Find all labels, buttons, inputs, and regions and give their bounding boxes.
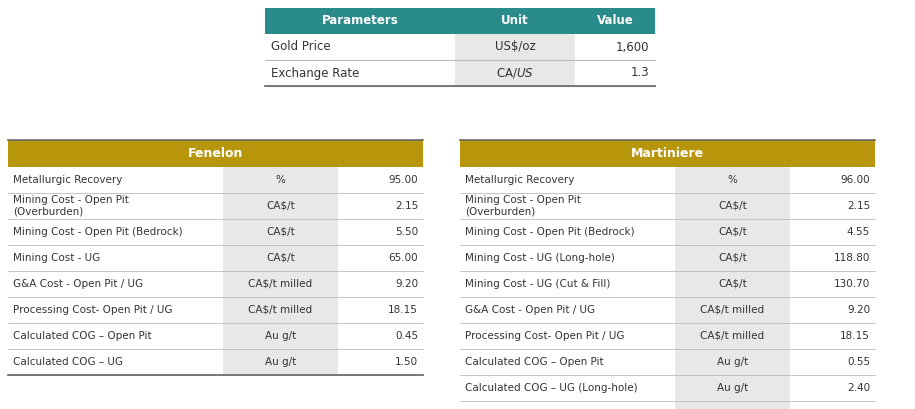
- Bar: [223, 245, 338, 271]
- Bar: [460, 140, 875, 167]
- Text: 65.00: 65.00: [388, 253, 418, 263]
- Bar: [675, 297, 790, 323]
- Text: CA$/t: CA$/t: [266, 253, 295, 263]
- Bar: [675, 375, 790, 401]
- Text: CA$/US$: CA$/US$: [496, 66, 534, 80]
- Text: CA$/t milled: CA$/t milled: [701, 331, 765, 341]
- Text: Metallurgic Recovery: Metallurgic Recovery: [465, 175, 575, 185]
- Bar: [675, 167, 790, 193]
- Text: Parameters: Parameters: [322, 14, 398, 27]
- Text: 9.20: 9.20: [395, 279, 418, 289]
- Text: Mining Cost - UG: Mining Cost - UG: [13, 253, 101, 263]
- Text: Metallurgic Recovery: Metallurgic Recovery: [13, 175, 123, 185]
- Text: Calculated COG – UG: Calculated COG – UG: [13, 357, 123, 367]
- Text: Au g/t: Au g/t: [264, 357, 296, 367]
- Text: Unit: Unit: [501, 14, 529, 27]
- Text: CA$/t: CA$/t: [266, 227, 295, 237]
- Text: 18.15: 18.15: [840, 331, 870, 341]
- Text: 0.55: 0.55: [847, 357, 870, 367]
- Bar: [223, 219, 338, 245]
- Text: Gold Price: Gold Price: [271, 40, 330, 54]
- Text: Calculated COG – Open Pit: Calculated COG – Open Pit: [465, 357, 604, 367]
- Bar: [223, 167, 338, 193]
- Bar: [223, 271, 338, 297]
- Text: Calculated COG – UG (Long-hole): Calculated COG – UG (Long-hole): [465, 383, 638, 393]
- Text: Mining Cost - UG (Cut & Fill): Mining Cost - UG (Cut & Fill): [465, 279, 610, 289]
- Text: CA$/t milled: CA$/t milled: [249, 279, 313, 289]
- Text: Processing Cost- Open Pit / UG: Processing Cost- Open Pit / UG: [13, 305, 173, 315]
- Bar: [455, 60, 575, 86]
- Text: Mining Cost - Open Pit: Mining Cost - Open Pit: [13, 195, 129, 205]
- Text: 1,600: 1,600: [616, 40, 649, 54]
- Bar: [675, 271, 790, 297]
- Bar: [223, 297, 338, 323]
- Text: 130.70: 130.70: [834, 279, 870, 289]
- Text: (Overburden): (Overburden): [465, 207, 535, 217]
- Text: CA$/t milled: CA$/t milled: [701, 305, 765, 315]
- Text: %: %: [727, 175, 737, 185]
- Text: US$/oz: US$/oz: [495, 40, 535, 54]
- Text: Au g/t: Au g/t: [716, 357, 748, 367]
- Text: Fenelon: Fenelon: [188, 147, 243, 160]
- Text: Mining Cost - Open Pit (Bedrock): Mining Cost - Open Pit (Bedrock): [465, 227, 635, 237]
- Text: CA$/t milled: CA$/t milled: [249, 305, 313, 315]
- Bar: [265, 8, 655, 34]
- Bar: [223, 349, 338, 375]
- Text: 9.20: 9.20: [847, 305, 870, 315]
- Bar: [223, 193, 338, 219]
- Bar: [223, 323, 338, 349]
- Bar: [675, 323, 790, 349]
- Text: CA$/t: CA$/t: [718, 201, 747, 211]
- Text: 1.50: 1.50: [395, 357, 418, 367]
- Text: 2.15: 2.15: [394, 201, 418, 211]
- Text: 2.15: 2.15: [846, 201, 870, 211]
- Text: Au g/t: Au g/t: [716, 383, 748, 393]
- Text: %: %: [275, 175, 285, 185]
- Text: 5.50: 5.50: [395, 227, 418, 237]
- Bar: [675, 349, 790, 375]
- Bar: [675, 219, 790, 245]
- Text: Mining Cost - Open Pit (Bedrock): Mining Cost - Open Pit (Bedrock): [13, 227, 183, 237]
- Text: Mining Cost - Open Pit: Mining Cost - Open Pit: [465, 195, 581, 205]
- Text: 18.15: 18.15: [388, 305, 418, 315]
- Text: G&A Cost - Open Pit / UG: G&A Cost - Open Pit / UG: [465, 305, 595, 315]
- Bar: [8, 140, 423, 167]
- Text: CA$/t: CA$/t: [718, 253, 747, 263]
- Text: 2.40: 2.40: [847, 383, 870, 393]
- Text: Martiniere: Martiniere: [631, 147, 704, 160]
- Text: G&A Cost - Open Pit / UG: G&A Cost - Open Pit / UG: [13, 279, 143, 289]
- Text: Processing Cost- Open Pit / UG: Processing Cost- Open Pit / UG: [465, 331, 625, 341]
- Bar: [675, 193, 790, 219]
- Text: (Overburden): (Overburden): [13, 207, 83, 217]
- Text: Exchange Rate: Exchange Rate: [271, 67, 360, 79]
- Bar: [675, 401, 790, 409]
- Text: 95.00: 95.00: [388, 175, 418, 185]
- Text: CA$/t: CA$/t: [718, 279, 747, 289]
- Text: 1.3: 1.3: [630, 67, 649, 79]
- Bar: [455, 34, 575, 60]
- Text: 0.45: 0.45: [395, 331, 418, 341]
- Bar: [675, 245, 790, 271]
- Text: 96.00: 96.00: [840, 175, 870, 185]
- Text: CA$/t: CA$/t: [266, 201, 295, 211]
- Text: Au g/t: Au g/t: [264, 331, 296, 341]
- Text: 118.80: 118.80: [834, 253, 870, 263]
- Text: Value: Value: [597, 14, 633, 27]
- Text: Calculated COG – Open Pit: Calculated COG – Open Pit: [13, 331, 152, 341]
- Text: CA$/t: CA$/t: [718, 227, 747, 237]
- Text: Mining Cost - UG (Long-hole): Mining Cost - UG (Long-hole): [465, 253, 615, 263]
- Text: 4.55: 4.55: [846, 227, 870, 237]
